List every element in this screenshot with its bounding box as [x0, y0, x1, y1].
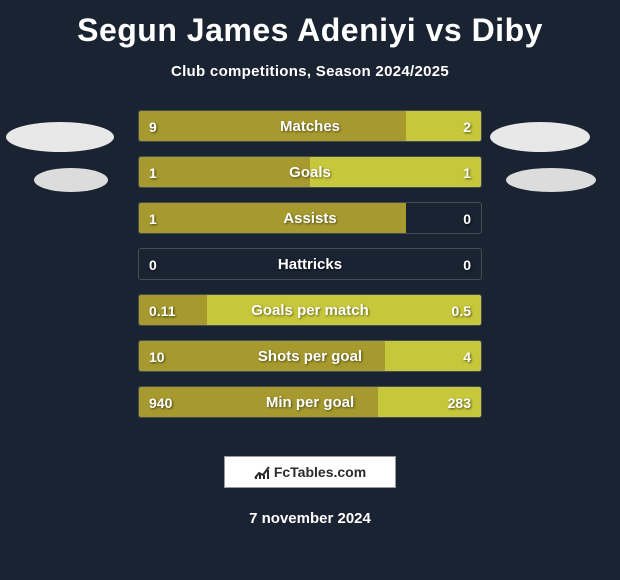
comparison-subtitle: Club competitions, Season 2024/2025 [0, 63, 620, 80]
comparison-title: Segun James Adeniyi vs Diby [0, 0, 620, 49]
snapshot-date: 7 november 2024 [0, 510, 620, 527]
stat-row: 11Goals [138, 156, 482, 188]
player-left-shadow-2 [34, 168, 108, 192]
bars-container: 92Matches 11Goals 10Assists 00Hattricks 0.11… [138, 110, 482, 432]
stat-row: 00Hattricks [138, 248, 482, 280]
stat-label: Goals [139, 157, 481, 188]
stat-row: 940283Min per goal [138, 386, 482, 418]
branding-badge: FcTables.com [224, 456, 396, 488]
stat-label: Goals per match [139, 295, 481, 326]
chart-icon [254, 464, 270, 480]
stat-label: Min per goal [139, 387, 481, 418]
stat-label: Shots per goal [139, 341, 481, 372]
stat-label: Hattricks [139, 249, 481, 280]
player-right-shadow-1 [490, 122, 590, 152]
chart-area: 92Matches 11Goals 10Assists 00Hattricks 0.11… [0, 110, 620, 430]
branding-text: FcTables.com [274, 464, 366, 480]
player-left-shadow-1 [6, 122, 114, 152]
stat-row: 92Matches [138, 110, 482, 142]
stat-label: Matches [139, 111, 481, 142]
stat-label: Assists [139, 203, 481, 234]
stat-row: 10Assists [138, 202, 482, 234]
stat-row: 0.110.5Goals per match [138, 294, 482, 326]
player-right-shadow-2 [506, 168, 596, 192]
stat-row: 104Shots per goal [138, 340, 482, 372]
